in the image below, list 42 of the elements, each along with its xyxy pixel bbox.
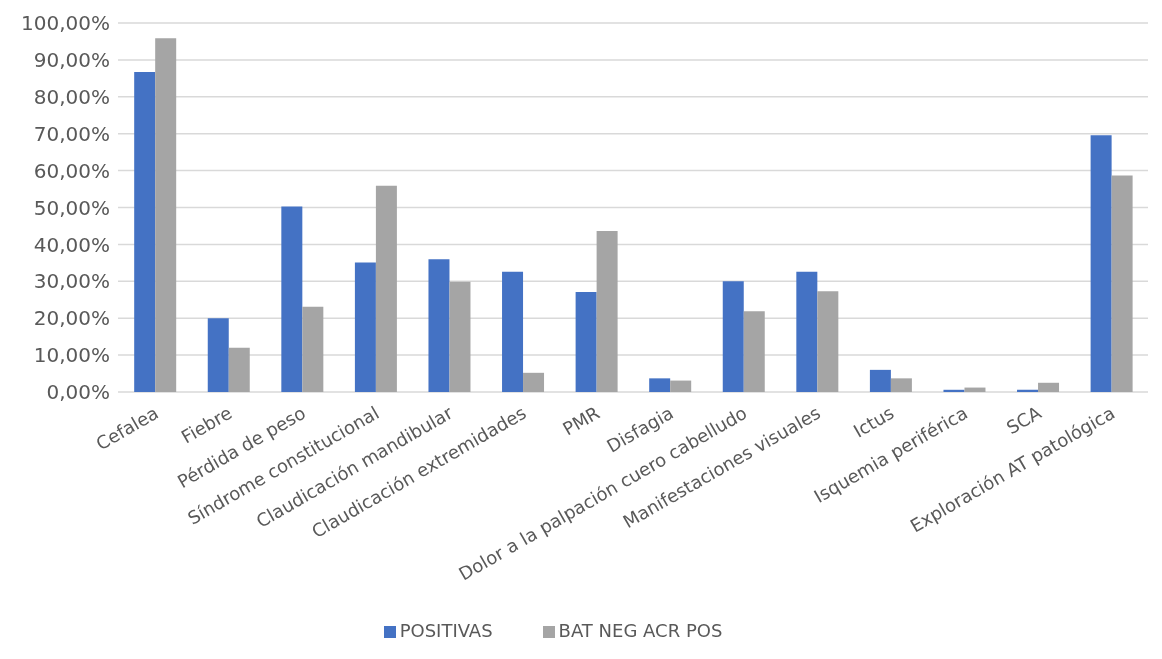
y-tick-label: 30,00% [33, 269, 110, 294]
bar [523, 372, 545, 392]
bar [796, 271, 818, 392]
bar [1111, 175, 1133, 392]
bar [649, 378, 671, 392]
bar [1017, 389, 1039, 392]
bar [575, 292, 597, 392]
y-tick-label: 90,00% [33, 48, 110, 72]
bar [943, 389, 965, 392]
y-tick-label: 60,00% [33, 158, 110, 183]
y-tick-label: 10,00% [33, 343, 110, 368]
bar [375, 185, 397, 392]
y-tick-label: 0,00% [46, 380, 110, 405]
bar [964, 387, 986, 392]
legend-label: POSITIVAS [399, 620, 493, 641]
y-tick-label: 100,00% [21, 11, 110, 36]
bar [722, 281, 744, 392]
bar [207, 318, 229, 392]
bar [155, 38, 177, 392]
y-tick-label: 40,00% [33, 232, 110, 257]
bar [890, 378, 912, 392]
bar [869, 369, 891, 392]
y-tick-label: 70,00% [33, 121, 110, 146]
bar [428, 259, 450, 392]
bar [670, 380, 692, 392]
x-tick-label: PMR [559, 401, 604, 440]
y-tick-label: 80,00% [33, 84, 110, 109]
bar [502, 271, 524, 392]
bar [596, 231, 618, 392]
y-tick-label: 20,00% [33, 306, 110, 331]
bar [302, 306, 324, 392]
bar [134, 72, 156, 392]
bar [449, 281, 471, 392]
bar [228, 347, 250, 392]
bar [1038, 382, 1060, 392]
bar [743, 311, 765, 392]
legend-label: BAT NEG ACR POS [558, 620, 723, 641]
bar [1090, 135, 1112, 392]
bar [817, 291, 839, 392]
y-tick-label: 50,00% [33, 195, 110, 220]
bar [281, 206, 303, 392]
bar [354, 262, 376, 392]
